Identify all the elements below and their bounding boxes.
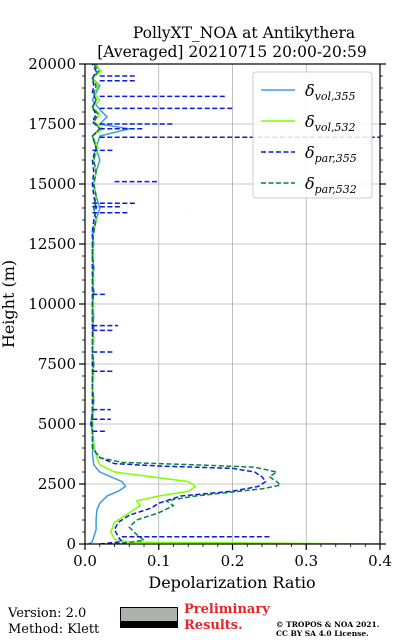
version-label: Version: 2.0	[8, 606, 87, 621]
x-tick-label: 0.4	[368, 552, 392, 570]
series-group	[88, 64, 380, 544]
y-tick-label: 0	[66, 535, 76, 553]
cc-license-icon	[120, 607, 178, 628]
y-tick-label: 7500	[38, 355, 76, 373]
chart-subtitle: [Averaged] 20210715 20:00-20:59	[97, 43, 367, 61]
method-label: Method: Klett	[8, 622, 100, 637]
version-info: Version: 2.0 Method: Klett	[8, 606, 99, 638]
preliminary-line2: Results.	[184, 618, 243, 633]
legend-entry: δvol,532	[305, 112, 356, 134]
legend-entry: δpar,355	[305, 143, 357, 165]
y-tick-label: 10000	[28, 295, 76, 313]
depolarization-chart: 0.0 0.1 0.2 0.3 0.4 0 2500 5000 7500 10000 12500 15…	[0, 24, 392, 592]
y-tick-label: 2500	[38, 475, 76, 493]
chart-title: PollyXT_NOA at Antikythera	[133, 24, 355, 42]
copyright-line1: © TROPOS & NOA 2021.	[276, 620, 380, 629]
y-axis-label: Height (m)	[0, 260, 18, 348]
legend-entry: δpar,532	[305, 174, 357, 196]
x-tick-label: 0.2	[221, 552, 245, 570]
legend-entry: δvol,355	[305, 81, 356, 103]
x-tick-label: 0.3	[294, 552, 318, 570]
copyright-line2: CC BY SA 4.0 License.	[276, 629, 369, 638]
preliminary-line1: Preliminary	[184, 602, 270, 617]
x-axis-label: Depolarization Ratio	[148, 573, 315, 592]
copyright-info: © TROPOS & NOA 2021. CC BY SA 4.0 Licens…	[276, 620, 379, 638]
y-tick-label: 15000	[28, 175, 76, 193]
x-tick-label: 0.0	[73, 552, 97, 570]
y-tick-label: 20000	[28, 55, 76, 73]
y-tick-label: 12500	[28, 235, 76, 253]
y-tick-label: 17500	[28, 115, 76, 133]
y-tick-label: 5000	[38, 415, 76, 433]
legend-box	[252, 71, 373, 199]
x-tick-label: 0.1	[147, 552, 171, 570]
preliminary-notice: Preliminary Results.	[184, 602, 270, 634]
